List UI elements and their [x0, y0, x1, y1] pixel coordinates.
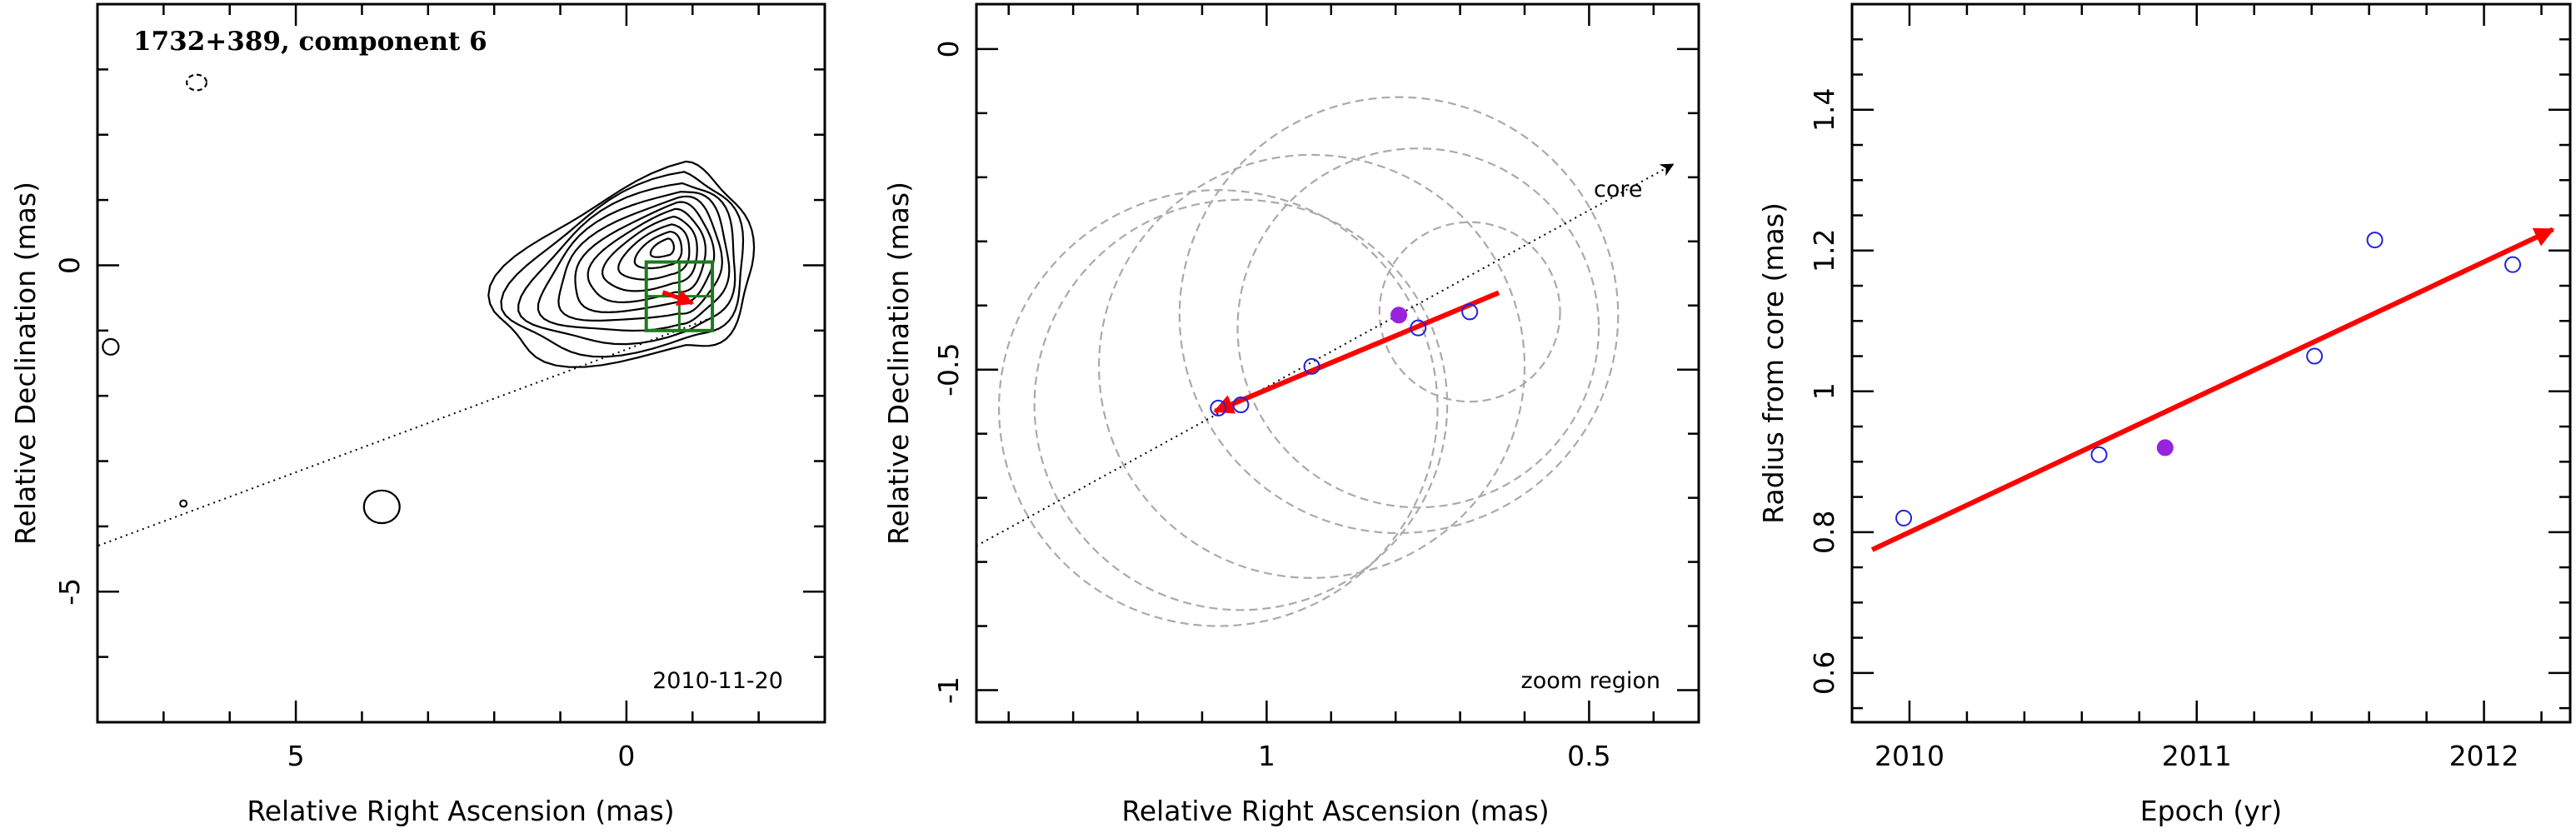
negative-contour-line [186, 73, 208, 92]
contour-line [633, 230, 683, 270]
radius-point [2504, 256, 2522, 273]
y-tick-label: -0.5 [932, 343, 965, 397]
component-position-point [1461, 303, 1479, 321]
contour-line [179, 499, 188, 508]
linear-fit-arrow [1870, 227, 2555, 552]
radius-point [2366, 232, 2384, 249]
contour-line [649, 237, 675, 258]
component-position-point [1410, 319, 1427, 337]
contour-line [487, 160, 756, 368]
y-axis-title: Relative Declination (mas) [9, 182, 42, 545]
contour-line [102, 337, 120, 356]
highlighted-epoch-point [2156, 439, 2174, 456]
plot-frame [1850, 2, 2572, 724]
x-tick-label: 1 [1258, 740, 1276, 772]
y-tick-label: 0 [53, 257, 86, 274]
radius-point [2090, 446, 2108, 463]
y-tick-label: 0.6 [1808, 651, 1840, 695]
contour-line [517, 182, 736, 346]
plot-frame [975, 2, 1700, 724]
x-tick-label: 2010 [1875, 740, 1944, 772]
y-tick-label: 0 [932, 40, 965, 57]
y-tick-label: -5 [53, 578, 86, 606]
x-tick-label: 0.5 [1567, 740, 1610, 772]
y-tick-label: 1 [1808, 382, 1840, 400]
x-axis-title: Epoch (yr) [2140, 795, 2282, 827]
contour-line [362, 489, 401, 525]
contour-line [500, 171, 745, 358]
component-size-circle [1097, 153, 1526, 579]
contour-line [601, 215, 698, 292]
x-tick-label: 5 [287, 740, 305, 772]
contour-line [574, 201, 716, 314]
epoch-date-label: 2010-11-20 [652, 668, 783, 694]
y-tick-label: 1.2 [1808, 229, 1840, 272]
component-size-circle [1236, 147, 1600, 509]
radius-point [1895, 509, 1913, 526]
chart-title: 1732+389, component 6 [133, 27, 487, 57]
x-tick-label: 2011 [2162, 740, 2232, 772]
component-size-circle [1378, 221, 1561, 403]
core-direction-line [976, 163, 1675, 547]
component-size-circle [1178, 96, 1620, 535]
core-label: core [1594, 177, 1642, 202]
component-position-point [1232, 397, 1250, 414]
component-position-point [1210, 399, 1227, 416]
plot-frame [96, 2, 826, 724]
component-size-circle [1033, 198, 1449, 611]
jet-direction-line [97, 317, 713, 547]
component-motion-arrow [1213, 290, 1500, 414]
radius-epoch-panel: 2010 2011 2012 0.6 0.8 1 1.2 1.4 Epoch (yr) Rad… [1757, 2, 2572, 827]
highlighted-epoch-point [1390, 307, 1408, 324]
contour-line [537, 191, 731, 332]
component-position-point [1303, 357, 1320, 375]
y-tick-label: 0.8 [1808, 511, 1840, 554]
zoom-region-label: zoom region [1521, 668, 1660, 694]
contour-map-panel: 5 0 0 -5 1732+389, component 6 2010-11-20 R… [9, 2, 826, 827]
y-tick-label: 1.4 [1808, 88, 1840, 132]
x-tick-label: 0 [617, 740, 635, 772]
component-motion-arrow [661, 290, 695, 306]
zoom-panel: core 1 0.5 0 -0.5 -1 zoom region Relative Ri… [882, 2, 1700, 827]
contour-line [587, 207, 707, 304]
y-axis-title: Radius from core (mas) [1757, 202, 1790, 524]
radius-point [2306, 347, 2324, 365]
x-tick-label: 2012 [2449, 740, 2519, 772]
x-axis-title: Relative Right Ascension (mas) [1121, 795, 1549, 827]
x-axis-title: Relative Right Ascension (mas) [247, 795, 674, 827]
y-tick-label: -1 [932, 676, 965, 704]
y-axis-title: Relative Declination (mas) [882, 182, 915, 545]
contour-line [557, 195, 723, 322]
